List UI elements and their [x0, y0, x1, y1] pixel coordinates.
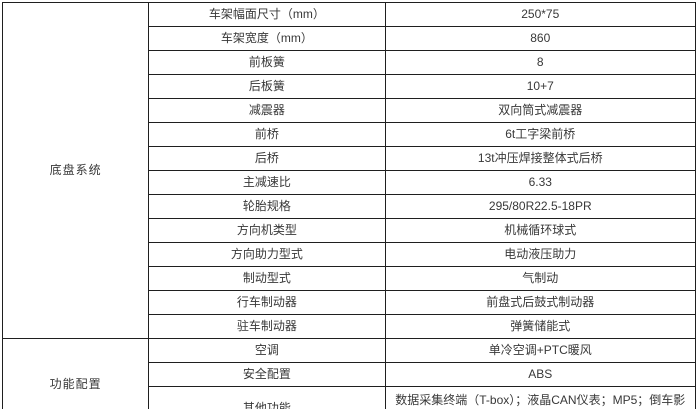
- spec-value-cell: 数据采集终端（T-box）；液晶CAN仪表；MP5；倒车影像；定速巡航；气囊减震…: [384, 386, 697, 409]
- spec-value-cell: 6.33: [384, 170, 697, 195]
- spec-label-cell: 后板簧: [148, 74, 386, 99]
- spec-value-cell: 弹簧储能式: [384, 314, 697, 339]
- table-row: 减震器 双向筒式减震器: [3, 98, 697, 123]
- table-row: 后桥 13t冲压焊接整体式后桥: [3, 146, 697, 171]
- spec-value-cell: 250*75: [384, 2, 697, 27]
- table-row: 方向助力型式 电动液压助力: [3, 242, 697, 267]
- table-row: 车架宽度（mm） 860: [3, 26, 697, 51]
- table-row: 其他功能 数据采集终端（T-box）；液晶CAN仪表；MP5；倒车影像；定速巡航…: [3, 386, 697, 409]
- spec-value-cell: 双向筒式减震器: [384, 98, 697, 123]
- spec-value-cell: 295/80R22.5-18PR: [384, 194, 697, 219]
- spec-label-cell: 驻车制动器: [148, 314, 386, 339]
- spec-value-cell: ABS: [384, 362, 697, 387]
- spec-value-cell: 6t工字梁前桥: [384, 122, 697, 147]
- spec-value-cell: 单冷空调+PTC暖风: [384, 338, 697, 363]
- spec-label-cell: 后桥: [148, 146, 386, 171]
- spec-value-cell: 机械循环球式: [384, 218, 697, 243]
- spec-value-cell: 前盘式后鼓式制动器: [384, 290, 697, 315]
- spec-label-cell: 轮胎规格: [148, 194, 386, 219]
- spec-label-cell: 方向机类型: [148, 218, 386, 243]
- spec-value-cell: 气制动: [384, 266, 697, 291]
- spec-value-cell: 13t冲压焊接整体式后桥: [384, 146, 697, 171]
- table-row: 前桥 6t工字梁前桥: [3, 122, 697, 147]
- spec-label-cell: 制动型式: [148, 266, 386, 291]
- spec-label-cell: 车架幅面尺寸（mm）: [148, 2, 386, 27]
- spec-value-cell: 860: [384, 26, 697, 51]
- spec-value-cell: 8: [384, 50, 697, 75]
- table-row: 后板簧 10+7: [3, 74, 697, 99]
- spec-label-cell: 减震器: [148, 98, 386, 123]
- spec-value-cell: 10+7: [384, 74, 697, 99]
- table-row: 方向机类型 机械循环球式: [3, 218, 697, 243]
- spec-label-cell: 方向助力型式: [148, 242, 386, 267]
- spec-label-cell: 其他功能: [148, 386, 386, 409]
- category-cell-features: 功能配置: [1, 338, 150, 409]
- spec-label-cell: 前板簧: [148, 50, 386, 75]
- table-row: 主减速比 6.33: [3, 170, 697, 195]
- spec-label-cell: 前桥: [148, 122, 386, 147]
- table-row: 功能配置 空调 单冷空调+PTC暖风: [1, 338, 697, 409]
- spec-label-cell: 主减速比: [148, 170, 386, 195]
- spec-label-cell: 空调: [148, 338, 386, 363]
- category-cell-chassis: 底盘系统: [1, 2, 150, 339]
- spec-label-cell: 车架宽度（mm）: [148, 26, 386, 51]
- table-row: 底盘系统 车架幅面尺寸（mm） 250*75: [1, 2, 697, 339]
- spec-label-cell: 安全配置: [148, 362, 386, 387]
- spec-value-cell: 电动液压助力: [384, 242, 697, 267]
- spec-label-cell: 行车制动器: [148, 290, 386, 315]
